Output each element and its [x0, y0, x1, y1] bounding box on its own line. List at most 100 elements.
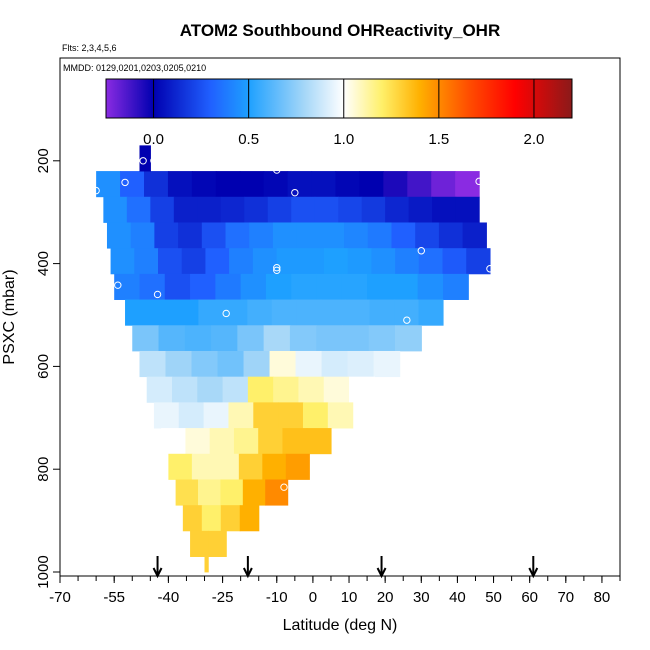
heatmap-cell — [208, 530, 227, 557]
observation-points — [92, 157, 494, 491]
heatmap-cell — [220, 196, 245, 223]
heatmap-cell — [267, 196, 292, 223]
heatmap-cell — [161, 428, 187, 455]
heatmap-cell — [215, 273, 242, 300]
heatmap-cell — [243, 350, 271, 378]
heatmap-cell — [408, 196, 433, 223]
heatmap-cell — [323, 248, 349, 275]
heatmap-cell — [184, 325, 212, 352]
heatmap-cell — [455, 171, 480, 198]
x-tick-label: -55 — [103, 589, 125, 606]
x-axis: -70 -55 -40 -25 -10 0 10 20 30 40 50 60 70 80 — [49, 576, 621, 606]
heatmap-cell — [220, 479, 244, 506]
heatmap-cell — [237, 325, 265, 352]
observation-point — [403, 316, 411, 324]
heatmap-cell — [296, 299, 322, 326]
heatmap-cell — [126, 196, 151, 223]
heatmap-cell — [110, 248, 135, 275]
heatmap-cell — [373, 350, 401, 378]
heatmap-cell — [191, 171, 217, 198]
heatmap-cell — [191, 453, 216, 480]
observation-point — [114, 281, 122, 289]
heatmap-cell — [125, 299, 151, 326]
y-tick-label: 1000 — [35, 555, 52, 588]
heatmap-cell — [158, 325, 186, 352]
colorbar: 0.0 0.5 1.0 1.5 2.0 — [105, 78, 573, 148]
heatmap-cell — [272, 222, 298, 249]
heatmap-cell — [181, 248, 207, 275]
heatmap-cell — [106, 222, 132, 249]
heatmap-cell — [432, 196, 457, 223]
heatmap-cell — [407, 171, 432, 198]
heatmap-cell — [367, 273, 393, 300]
heatmap-cell — [229, 248, 254, 275]
heatmap-cell — [347, 248, 372, 275]
heatmap-cell — [320, 299, 346, 326]
heatmap-cell — [149, 299, 175, 326]
heatmap-cell — [173, 196, 198, 223]
heatmap-cell — [167, 171, 193, 198]
heatmap-cell — [197, 376, 224, 403]
observation-point — [273, 266, 281, 274]
heatmap-cell — [198, 299, 224, 326]
y-tick-label: 200 — [35, 148, 52, 173]
heatmap-cell — [342, 325, 370, 352]
heatmap-cell — [258, 428, 284, 455]
heatmap-cell — [190, 273, 216, 300]
heatmap-cell — [228, 402, 254, 429]
heatmap-cell — [263, 325, 291, 352]
heatmap-cell — [139, 350, 167, 378]
colorbar-ticks: 0.0 0.5 1.0 1.5 2.0 — [143, 79, 544, 148]
y-axis: 200 400 600 800 1000 — [35, 148, 60, 589]
x-tick-label: -40 — [158, 589, 180, 606]
colorbar-tick-label: 0.0 — [143, 131, 164, 148]
heatmap-cell — [253, 402, 279, 429]
flight-arrow-head — [376, 567, 387, 579]
heatmap-cell — [345, 299, 371, 326]
observation-point — [139, 157, 147, 165]
observation-point — [280, 483, 288, 491]
flights-label: Flts: 2,3,4,5,6 — [62, 43, 117, 53]
heatmap-cell — [178, 222, 203, 249]
heatmap-cell — [158, 248, 183, 275]
x-tick-label: 40 — [449, 589, 466, 606]
x-tick-label: 60 — [521, 589, 538, 606]
heatmap-cell — [344, 222, 369, 249]
heatmap-cell — [168, 453, 193, 480]
heatmap-cell — [198, 479, 222, 506]
x-tick-label: 80 — [594, 589, 611, 606]
heatmap-cell — [240, 273, 267, 300]
chart-title: ATOM2 Southbound OHReactivity_OHR — [180, 21, 501, 40]
heatmap-cell — [298, 376, 325, 403]
heatmap-cell — [247, 299, 273, 326]
heatmap-cell — [201, 505, 222, 532]
heatmap-cell — [211, 325, 238, 352]
heatmap-cell — [217, 350, 245, 378]
heatmap-cell — [314, 196, 339, 223]
heatmap-cell — [96, 171, 121, 198]
heatmap-cell — [164, 273, 191, 300]
heatmap-cell — [296, 222, 321, 249]
observation-point — [153, 290, 162, 299]
heatmap-cell — [172, 376, 198, 403]
heatmap-cell — [154, 222, 179, 249]
colorbar-tick-label: 2.0 — [524, 131, 545, 148]
heatmap-cell — [175, 479, 199, 506]
heatmap-cell — [103, 196, 128, 223]
heatmap-cell — [300, 248, 325, 275]
heatmap-cell — [120, 171, 145, 198]
heatmap-cell — [338, 196, 363, 223]
heatmap-cell — [349, 376, 375, 403]
heatmap-cell — [132, 325, 160, 352]
heatmap-cell — [367, 222, 393, 249]
heatmap-cell — [144, 171, 169, 198]
heatmap-cell — [185, 428, 211, 455]
heatmap-cell — [415, 222, 440, 249]
heatmap-cell — [418, 299, 444, 326]
colorbar-tick-label: 0.5 — [238, 131, 259, 148]
heatmap-cell — [190, 530, 209, 557]
heatmap-cell — [369, 299, 395, 326]
heatmap-cell — [321, 350, 349, 378]
observation-point — [486, 265, 494, 273]
